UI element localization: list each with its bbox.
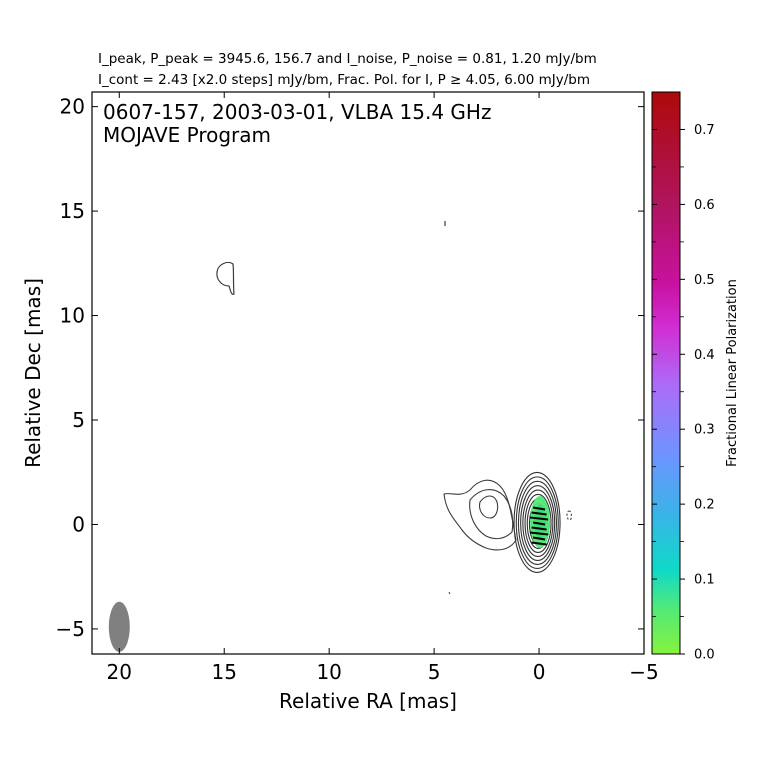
- jet-contour-mid: [469, 489, 514, 540]
- y-tick-label: 20: [60, 95, 85, 119]
- x-tick-label: 0: [533, 660, 546, 684]
- evpa-vectors: [529, 506, 549, 546]
- plot-area: [91, 91, 645, 655]
- core-contour: [524, 493, 552, 554]
- colorbar-tick-label: 0.5: [694, 273, 715, 288]
- core-contour: [515, 476, 559, 570]
- colorbar-tick-label: 0.4: [694, 348, 715, 363]
- colorbar-tick-label: 0.7: [694, 123, 715, 138]
- y-tick-label: 10: [60, 304, 85, 328]
- jet-contour-inner: [479, 495, 499, 519]
- colorbar-tick-label: 0.0: [694, 648, 715, 663]
- colorbar: [651, 91, 681, 655]
- evpa-tick: [531, 511, 547, 516]
- x-tick-label: −5: [629, 660, 658, 684]
- core-contour: [520, 485, 556, 562]
- core-contour: [513, 471, 561, 574]
- y-tick-label: 5: [72, 408, 85, 432]
- colorbar-tick-label: 0.3: [694, 423, 715, 438]
- y-tick-label: 15: [60, 199, 85, 223]
- contour-layer: [108, 221, 572, 652]
- core-contour: [517, 480, 558, 566]
- x-tick-label: 20: [107, 660, 132, 684]
- core-contour: [522, 489, 554, 558]
- x-tick-label: 15: [212, 660, 237, 684]
- y-axis: −5 0 5 10 15 20: [56, 95, 644, 641]
- x-tick-label: 10: [316, 660, 341, 684]
- restoring-beam: [108, 601, 130, 652]
- evpa-tick: [529, 531, 549, 536]
- evpa-tick: [531, 541, 547, 546]
- colorbar-ticks: 0.0 0.1 0.2 0.3 0.4 0.5 0.6 0.7: [652, 123, 715, 663]
- jet-contour-outer: [443, 479, 517, 551]
- header-line-2: I_cont = 2.43 [x2.0 steps] mJy/bm, Frac.…: [98, 72, 590, 88]
- colorbar-label: Fractional Linear Polarization: [725, 279, 740, 467]
- x-axis: 20 15 10 5 0 −5: [107, 92, 659, 684]
- x-tick-label: 5: [428, 660, 441, 684]
- y-axis-label: Relative Dec [mas]: [21, 278, 45, 468]
- evpa-tick: [531, 526, 547, 531]
- header-line-1: I_peak, P_peak = 3945.6, 156.7 and I_noi…: [98, 51, 597, 67]
- y-tick-label: 0: [72, 512, 85, 536]
- contour-blob-negative: [566, 510, 572, 521]
- y-tick-label: −5: [56, 617, 85, 641]
- evpa-tick: [532, 521, 546, 526]
- colorbar-tick-label: 0.2: [694, 498, 715, 513]
- evpa-tick: [529, 516, 549, 521]
- contour-speck-bottom: [448, 591, 451, 595]
- contour-blob-upper-left: [216, 261, 235, 295]
- x-axis-label: Relative RA [mas]: [279, 689, 457, 713]
- colorbar-tick-label: 0.1: [694, 573, 715, 588]
- source-annotation: 0607-157, 2003-03-01, VLBA 15.4 GHz: [103, 100, 491, 124]
- evpa-tick: [532, 506, 546, 511]
- program-annotation: MOJAVE Program: [103, 123, 271, 147]
- evpa-tick: [532, 536, 546, 541]
- colorbar-tick-label: 0.6: [694, 198, 715, 213]
